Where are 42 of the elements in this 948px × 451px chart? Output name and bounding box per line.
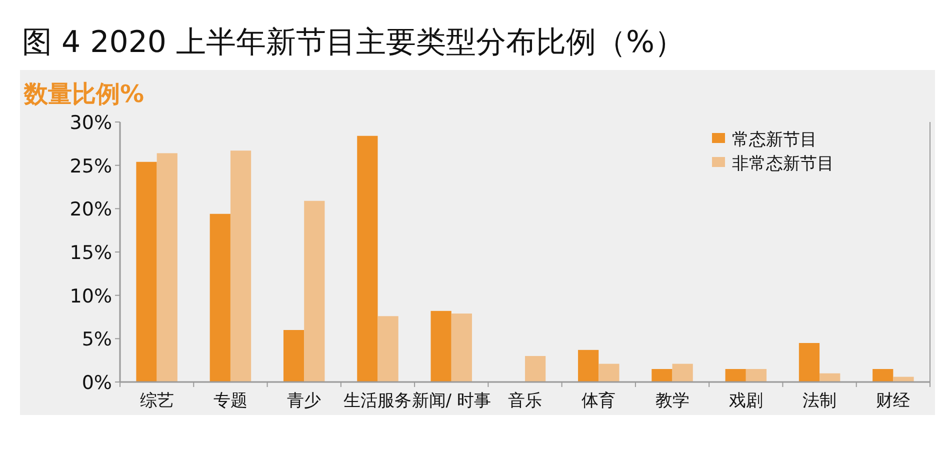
x-tick-label: 财经	[876, 391, 910, 411]
y-tick-label: 10%	[70, 285, 112, 308]
y-tick-label: 0%	[82, 372, 112, 394]
bar	[525, 356, 546, 382]
chart-title: 图 4 2020 上半年新节目主要类型分布比例（%）	[22, 25, 685, 60]
bar	[746, 369, 767, 382]
bar	[304, 200, 325, 382]
x-tick-label: 法制	[802, 391, 837, 411]
bar	[578, 350, 599, 382]
bar	[357, 136, 378, 382]
x-tick-label: 生活服务	[344, 391, 412, 411]
y-tick-label: 20%	[70, 198, 112, 221]
bar	[378, 316, 398, 382]
bar	[598, 364, 620, 382]
bar	[210, 214, 230, 382]
bar	[872, 369, 894, 382]
x-tick-label: 青少	[287, 391, 322, 411]
bar	[156, 153, 178, 382]
x-tick-label: 专题	[213, 391, 248, 411]
y-tick-label: 5%	[82, 328, 112, 351]
bar	[451, 314, 472, 382]
bar	[652, 369, 672, 382]
x-tick-label: 综艺	[140, 391, 174, 411]
bar	[725, 369, 746, 382]
chart-subtitle: 数量比例%	[23, 80, 144, 108]
bar	[430, 310, 452, 382]
x-tick-label: 体育	[582, 391, 616, 411]
x-tick-label: 音乐	[508, 391, 542, 411]
x-tick-label: 新闻/ 时事	[412, 391, 491, 411]
bar	[283, 330, 304, 382]
legend-label: 非常态新节目	[732, 154, 834, 174]
bar	[136, 162, 157, 382]
bar	[230, 150, 252, 382]
y-tick-label: 30%	[70, 112, 112, 134]
y-tick-label: 25%	[70, 155, 112, 178]
bar	[820, 373, 840, 382]
x-tick-label: 教学	[655, 391, 690, 411]
x-tick-label: 戏剧	[728, 391, 763, 411]
bar	[798, 343, 820, 382]
bar	[672, 364, 693, 382]
legend-label: 常态新节目	[732, 130, 817, 150]
y-tick-label: 15%	[70, 242, 112, 264]
